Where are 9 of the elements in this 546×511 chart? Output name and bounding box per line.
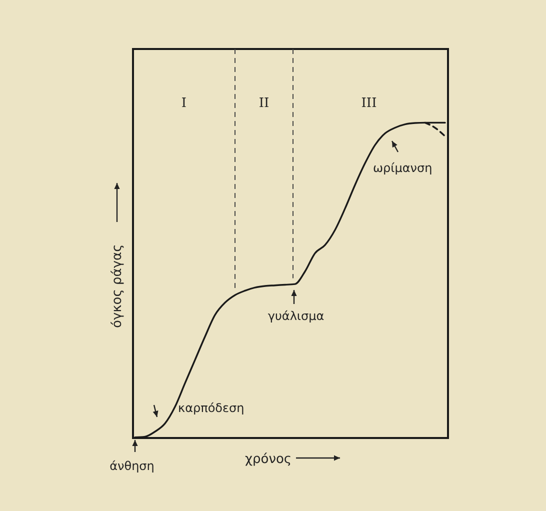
text: II — [258, 96, 270, 111]
text: άνθηση — [110, 459, 154, 473]
y-axis-title: όγκος ράγας — [110, 244, 125, 328]
annotation: καρπόδεση — [178, 401, 244, 415]
text: I — [181, 96, 187, 111]
annotation: γυάλισμα — [268, 309, 324, 323]
text: III — [361, 96, 377, 111]
x-axis-title: χρόνος — [245, 452, 292, 467]
annotation: ωρίμανση — [373, 161, 432, 175]
